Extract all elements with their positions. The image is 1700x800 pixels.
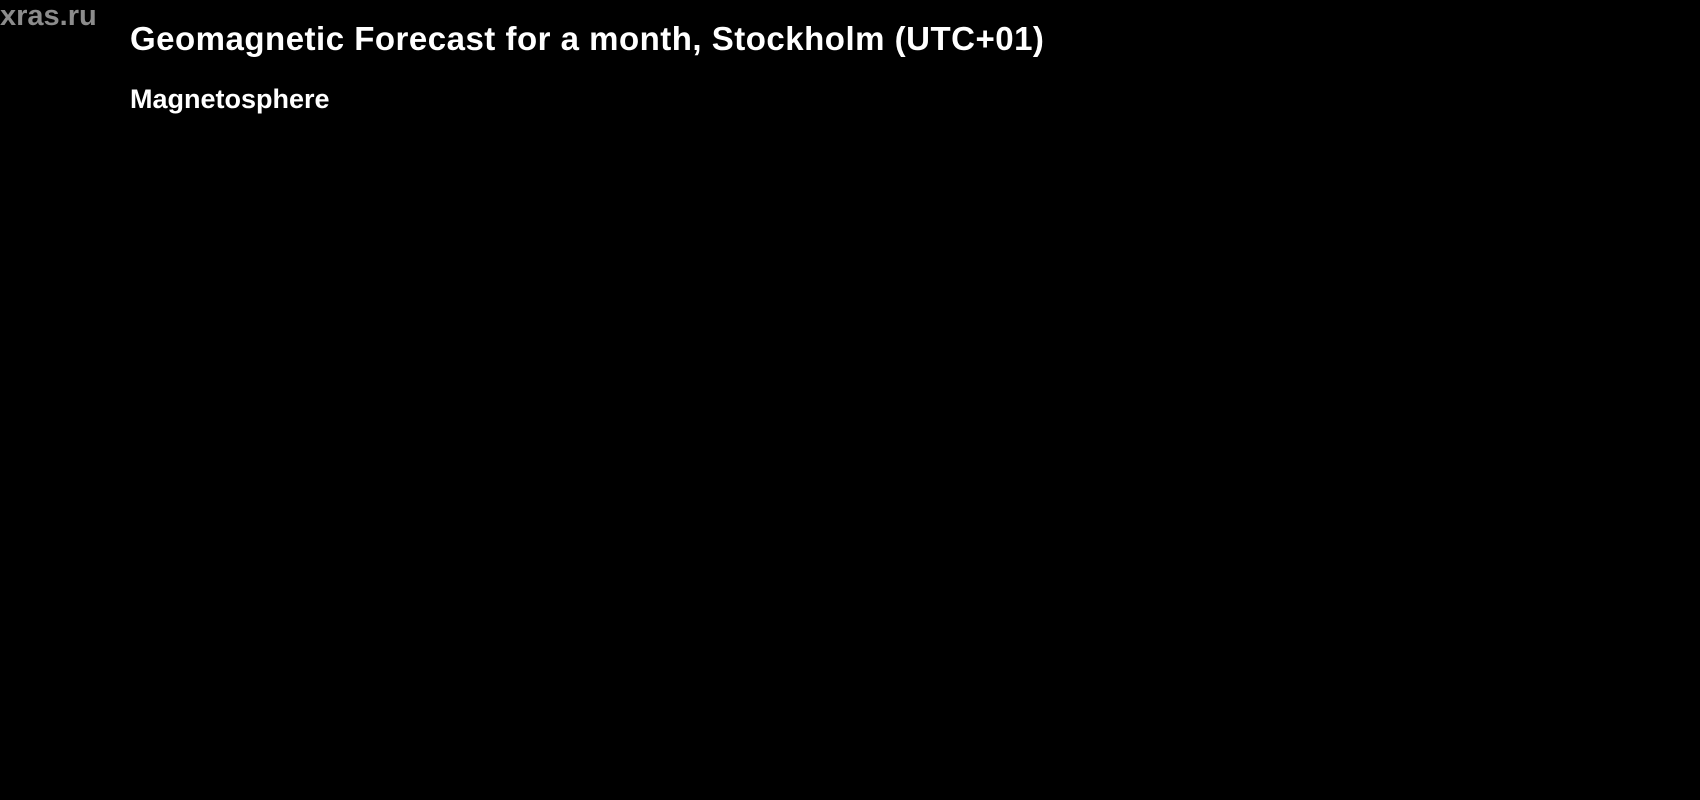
gridline-kp9 bbox=[130, 201, 1625, 203]
chart-title: Geomagnetic Forecast for a month, Stockh… bbox=[130, 20, 1045, 57]
watermark: xras.ru bbox=[0, 0, 97, 32]
gridline-kp6 bbox=[130, 350, 1625, 352]
gridline-kp5 bbox=[130, 400, 1625, 402]
chart-subtitle: Magnetosphere bbox=[130, 84, 330, 114]
gridline-kp7 bbox=[130, 300, 1625, 302]
gridline-kp8 bbox=[130, 251, 1625, 253]
